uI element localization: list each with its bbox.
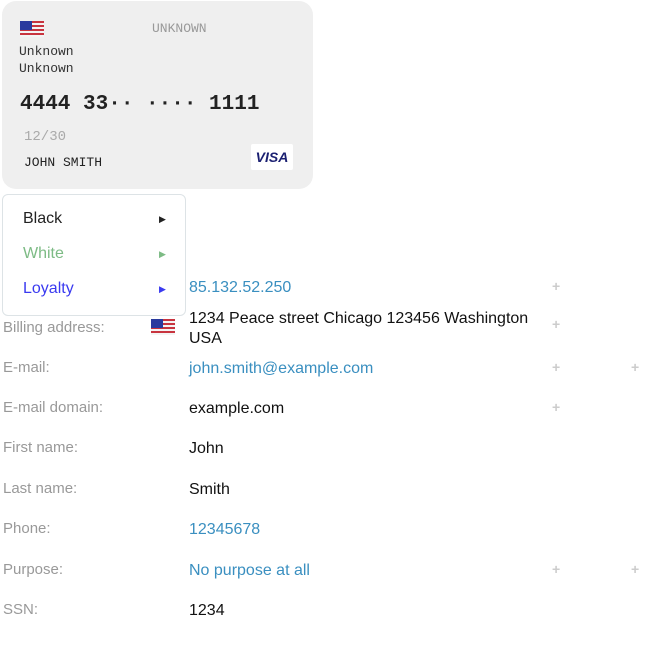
arrow-right-icon: ▶ xyxy=(159,214,166,224)
field-label: E-mail domain: xyxy=(3,399,104,416)
plus-icon[interactable]: + xyxy=(631,359,640,375)
first-name-value: John xyxy=(189,440,224,457)
menu-item-label: Loyalty xyxy=(23,280,74,297)
card-type: UNKNOWN xyxy=(152,21,207,36)
last-name-value: Smith xyxy=(189,481,230,498)
credit-card: UNKNOWN Unknown Unknown 4444 33·· ···· 11… xyxy=(2,1,313,189)
plus-icon[interactable]: + xyxy=(552,278,561,294)
phone-value[interactable]: 12345678 xyxy=(189,521,261,538)
plus-icon[interactable]: + xyxy=(552,359,561,375)
bank-country: Unknown xyxy=(19,61,74,76)
purpose-value[interactable]: No purpose at all xyxy=(189,562,310,579)
menu-item-label: Black xyxy=(23,210,63,227)
field-label: Billing address: xyxy=(3,319,105,336)
field-label: Phone: xyxy=(3,520,51,537)
us-flag-icon xyxy=(151,319,175,335)
card-number: 4444 33·· ···· 1111 xyxy=(20,93,260,116)
plus-icon[interactable]: + xyxy=(552,561,561,577)
plus-icon[interactable]: + xyxy=(552,399,561,415)
bank-name: Unknown xyxy=(19,44,74,59)
ip-value[interactable]: 85.132.52.250 xyxy=(189,279,292,296)
field-label: E-mail: xyxy=(3,359,50,376)
list-menu: Black ▶ White ▶ Loyalty ▶ xyxy=(2,194,186,316)
plus-icon[interactable]: + xyxy=(552,316,561,332)
email-value[interactable]: john.smith@example.com xyxy=(189,360,374,377)
field-label: Purpose: xyxy=(3,561,64,578)
menu-item-loyalty[interactable]: Loyalty ▶ xyxy=(23,280,166,298)
ssn-value: 1234 xyxy=(189,602,225,619)
plus-icon[interactable]: + xyxy=(631,561,640,577)
field-label: First name: xyxy=(3,439,79,456)
visa-logo-icon: VISA xyxy=(251,144,293,170)
field-label: SSN: xyxy=(3,601,39,618)
field-label: Last name: xyxy=(3,480,78,497)
card-expiry: 12/30 xyxy=(24,129,67,145)
arrow-right-icon: ▶ xyxy=(159,284,166,294)
card-holder: JOHN SMITH xyxy=(24,155,103,170)
menu-item-label: White xyxy=(23,245,64,262)
arrow-right-icon: ▶ xyxy=(159,249,166,259)
menu-item-white[interactable]: White ▶ xyxy=(23,245,166,263)
card-bank: Unknown Unknown xyxy=(19,43,74,77)
us-flag-icon xyxy=(20,21,44,37)
menu-item-black[interactable]: Black ▶ xyxy=(23,210,166,228)
email-domain-value: example.com xyxy=(189,400,285,417)
billing-address-value: 1234 Peace street Chicago 123456 Washing… xyxy=(189,310,529,347)
